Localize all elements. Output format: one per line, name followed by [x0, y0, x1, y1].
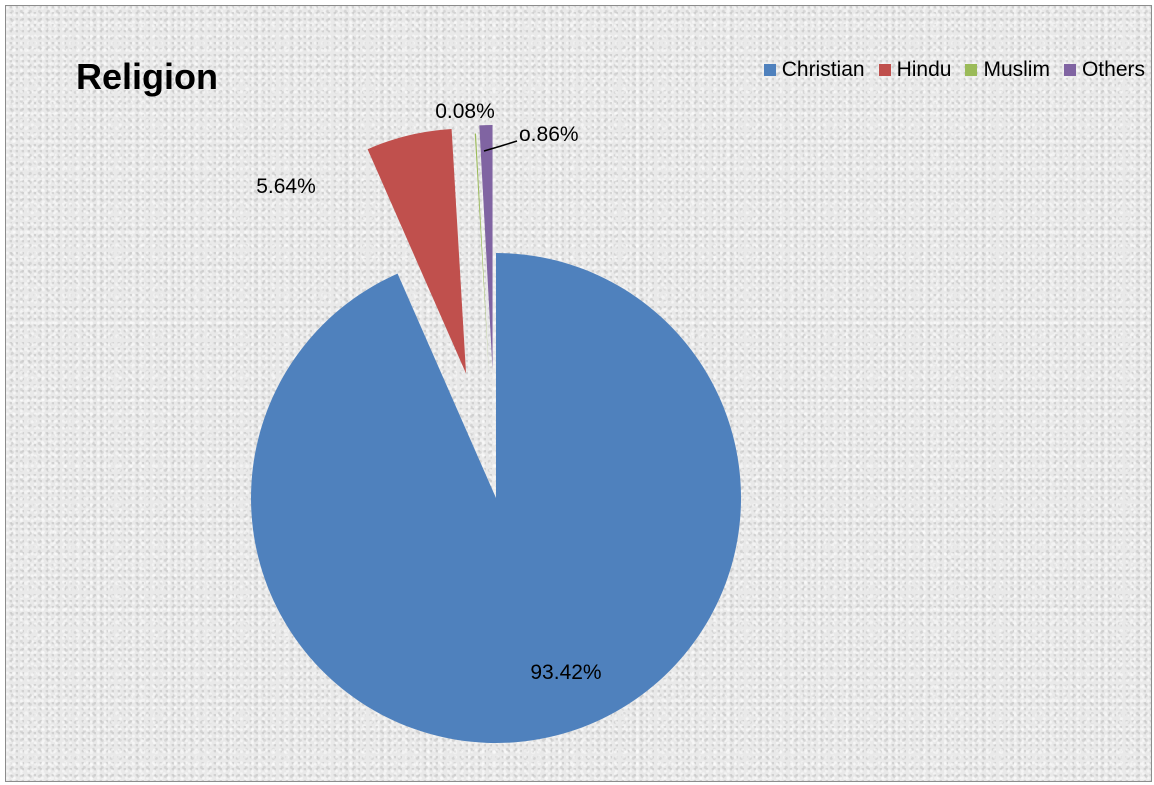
legend-swatch-christian: [763, 64, 776, 76]
legend-swatch-others: [1063, 64, 1076, 76]
legend-item-others: Others: [1063, 58, 1145, 82]
legend-label-muslim: Muslim: [983, 58, 1050, 81]
pie-slice-christian: [251, 253, 741, 743]
leader-line-others: [483, 140, 518, 152]
pie-slice-others: [479, 125, 493, 371]
legend-swatch-muslim: [965, 64, 978, 76]
chart-title: Religion: [76, 56, 218, 97]
pie-chart: 93.42% 5.64% 0.08% o.86%: [251, 100, 741, 743]
legend: Christian Hindu Muslim Others: [750, 58, 1145, 82]
legend-label-hindu: Hindu: [896, 58, 952, 81]
legend-label-christian: Christian: [781, 58, 865, 81]
legend-label-others: Others: [1081, 58, 1145, 81]
legend-item-muslim: Muslim: [965, 58, 1050, 82]
pie-slice-muslim: [474, 133, 490, 379]
legend-item-hindu: Hindu: [878, 58, 952, 82]
data-label-muslim: 0.08%: [435, 100, 495, 123]
legend-swatch-hindu: [878, 64, 891, 76]
chart-area: Religion Christian Hindu Muslim Others 9…: [5, 5, 1152, 782]
data-label-others: o.86%: [519, 123, 579, 146]
data-label-hindu: 5.64%: [256, 175, 316, 198]
pie-slice-hindu: [367, 128, 467, 374]
legend-item-christian: Christian: [763, 58, 865, 82]
data-label-christian: 93.42%: [530, 661, 601, 684]
